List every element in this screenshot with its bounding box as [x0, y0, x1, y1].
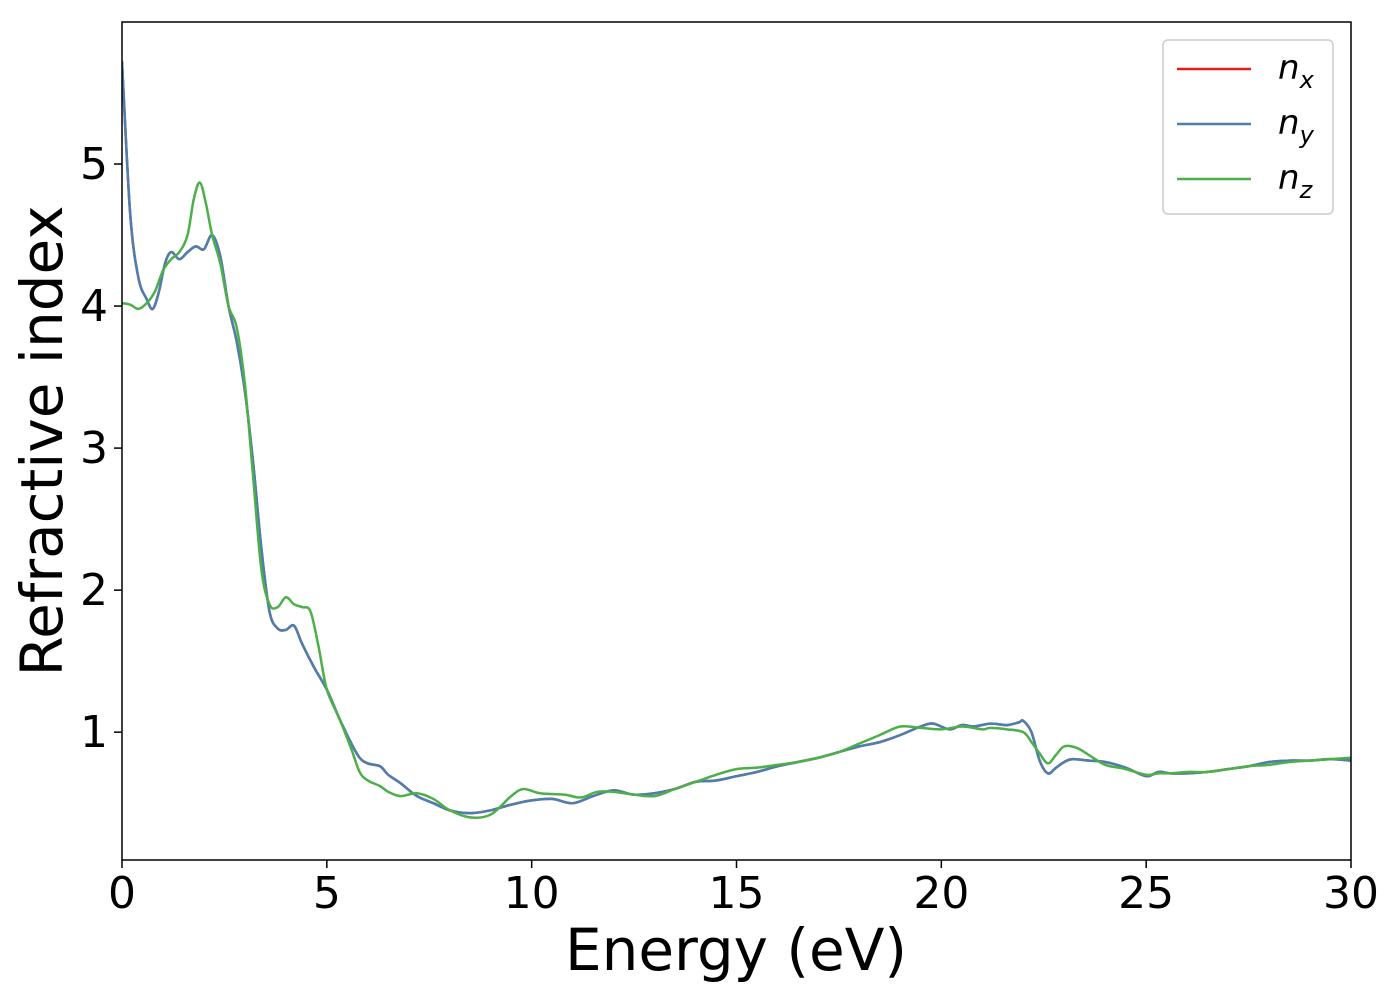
legend-box [1162, 39, 1334, 215]
x-tick-label: 0 [108, 868, 136, 919]
legend-label-n-x: nx [1278, 48, 1315, 94]
legend: nx ny nz [1162, 39, 1334, 215]
legend-label-n-y: ny [1278, 103, 1315, 149]
y-tick-label: 5 [80, 139, 108, 190]
series-lines [122, 60, 1351, 819]
x-tick-label: 25 [1118, 868, 1174, 919]
x-tick-label: 5 [313, 868, 341, 919]
x-tick-label: 20 [913, 868, 969, 919]
x-axis-title: Energy (eV) [565, 916, 907, 984]
legend-label-n-z: nz [1278, 158, 1314, 204]
y-tick-label: 2 [80, 565, 108, 616]
y-axis-title: Refractive index [8, 205, 76, 676]
x-tick-label: 10 [504, 868, 560, 919]
y-axis: 1 2 3 4 5 [80, 139, 122, 758]
x-tick-label: 15 [709, 868, 765, 919]
y-tick-label: 1 [80, 707, 108, 758]
x-axis: 0 5 10 15 20 25 30 [108, 860, 1379, 919]
series-line-n-z [122, 181, 1351, 819]
y-tick-label: 3 [80, 423, 108, 474]
x-tick-label: 30 [1323, 868, 1379, 919]
y-tick-label: 4 [80, 281, 108, 332]
